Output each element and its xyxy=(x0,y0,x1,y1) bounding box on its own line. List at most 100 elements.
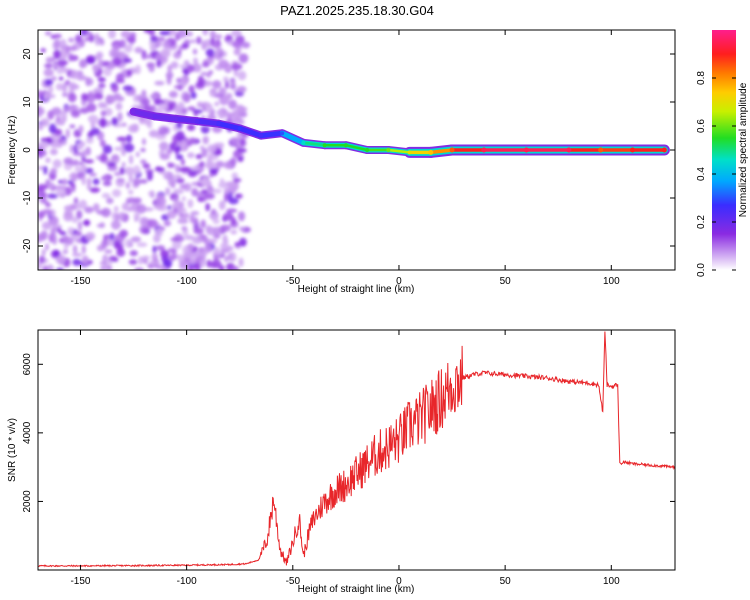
noise-speckle xyxy=(128,173,134,184)
noise-speckle xyxy=(58,76,64,81)
noise-speckle xyxy=(163,220,172,227)
noise-speckle xyxy=(141,227,149,234)
noise-speckle xyxy=(189,258,197,265)
noise-speckle xyxy=(159,141,169,151)
noise-speckle xyxy=(230,229,238,235)
noise-speckle xyxy=(85,77,94,86)
noise-speckle xyxy=(200,189,209,194)
noise-speckle xyxy=(43,91,49,101)
noise-speckle xyxy=(102,144,113,154)
noise-speckle xyxy=(99,261,108,266)
noise-speckle xyxy=(114,171,122,176)
noise-speckle xyxy=(102,180,112,187)
noise-speckle xyxy=(147,219,158,228)
noise-speckle xyxy=(238,53,249,64)
noise-speckle xyxy=(206,259,212,268)
noise-speckle xyxy=(132,165,141,176)
noise-speckle xyxy=(184,39,191,45)
noise-speckle xyxy=(231,30,242,37)
noise-speckle xyxy=(107,165,118,171)
noise-speckle xyxy=(62,235,70,243)
noise-speckle xyxy=(232,150,241,158)
noise-speckle xyxy=(192,109,203,114)
noise-speckle xyxy=(40,137,52,143)
track-point xyxy=(174,116,179,121)
noise-speckle xyxy=(40,230,48,241)
noise-speckle xyxy=(85,146,92,156)
noise-speckle xyxy=(94,38,101,46)
noise-speckle xyxy=(81,175,86,186)
noise-speckle xyxy=(40,47,47,53)
noise-speckle xyxy=(96,223,105,228)
noise-speckle xyxy=(156,58,162,68)
noise-speckle xyxy=(50,167,58,175)
noise-speckle xyxy=(191,188,199,197)
noise-speckle xyxy=(119,39,126,49)
noise-speckle xyxy=(179,183,188,190)
noise-speckle xyxy=(62,249,69,254)
noise-speckle xyxy=(162,40,171,50)
noise-speckle xyxy=(215,160,225,168)
noise-speckle xyxy=(170,61,179,69)
track-point xyxy=(216,121,221,126)
noise-speckle xyxy=(122,85,133,92)
noise-speckle xyxy=(115,102,123,111)
noise-speckle xyxy=(162,259,173,268)
track-core xyxy=(259,131,284,137)
noise-speckle xyxy=(176,254,185,261)
noise-speckle xyxy=(175,130,185,141)
noise-speckle xyxy=(120,30,132,39)
noise-speckle xyxy=(167,247,176,254)
noise-speckle xyxy=(95,52,102,61)
noise-speckle xyxy=(38,124,44,131)
noise-speckle xyxy=(74,165,82,173)
noise-speckle xyxy=(134,267,144,270)
noise-speckle xyxy=(78,161,84,166)
noise-speckle xyxy=(139,116,145,125)
noise-speckle xyxy=(113,44,120,49)
noise-speckle xyxy=(211,40,222,49)
noise-speckle xyxy=(143,30,152,34)
noise-speckle xyxy=(59,49,67,59)
noise-speckle xyxy=(190,91,197,99)
noise-speckle xyxy=(59,231,67,236)
noise-speckle xyxy=(38,255,46,264)
noise-speckle xyxy=(142,118,153,126)
noise-speckle xyxy=(74,34,82,43)
noise-speckle xyxy=(41,249,46,256)
noise-speckle xyxy=(110,154,120,164)
noise-speckle xyxy=(38,184,48,191)
noise-speckle xyxy=(57,179,64,184)
noise-speckle xyxy=(192,235,203,245)
noise-speckle xyxy=(209,30,216,39)
noise-speckle xyxy=(181,196,186,202)
noise-speckle xyxy=(79,107,90,114)
noise-speckle xyxy=(92,64,99,73)
noise-speckle xyxy=(84,206,94,214)
noise-speckle xyxy=(185,31,194,37)
noise-speckle xyxy=(73,159,79,164)
noise-speckle xyxy=(48,234,54,243)
noise-speckle xyxy=(206,157,213,168)
spectrogram-y-axis: -20 -10 0 10 20 xyxy=(22,48,675,253)
noise-speckle xyxy=(123,143,135,153)
noise-speckle xyxy=(61,82,68,93)
noise-speckle xyxy=(45,202,52,208)
noise-speckle xyxy=(155,133,167,141)
x-tick-label: 0 xyxy=(396,276,402,287)
track-point xyxy=(152,114,157,119)
noise-speckle xyxy=(52,142,61,148)
noise-speckle xyxy=(136,242,148,248)
noise-speckle xyxy=(48,181,55,190)
noise-speckle xyxy=(179,207,187,213)
noise-speckle xyxy=(141,255,151,260)
noise-speckle xyxy=(236,85,247,93)
noise-speckle xyxy=(124,166,135,176)
y-tick-label: -10 xyxy=(22,190,33,205)
track-point xyxy=(449,147,455,153)
noise-speckle xyxy=(214,246,220,256)
y-tick-label: 20 xyxy=(22,48,33,60)
noise-speckle xyxy=(41,221,52,230)
noise-speckle xyxy=(76,74,87,81)
noise-speckle xyxy=(97,59,103,70)
